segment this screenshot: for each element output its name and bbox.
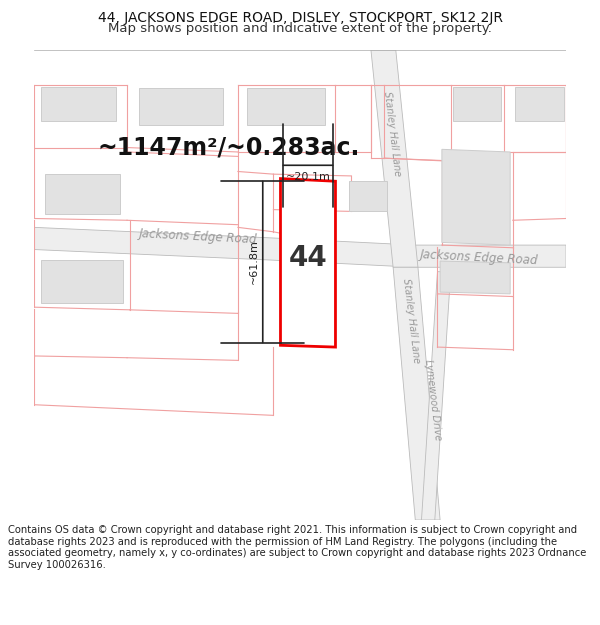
Text: Contains OS data © Crown copyright and database right 2021. This information is : Contains OS data © Crown copyright and d… [8,525,586,570]
Polygon shape [41,260,122,302]
Polygon shape [421,272,451,520]
Text: Jacksons Edge Road: Jacksons Edge Road [420,248,538,267]
Polygon shape [34,228,566,268]
Text: Jacksons Edge Road: Jacksons Edge Road [139,227,257,246]
Text: 44: 44 [289,244,328,272]
Polygon shape [349,181,387,211]
Polygon shape [247,88,325,126]
Polygon shape [393,268,440,520]
Text: Lymewood Drive: Lymewood Drive [423,359,443,441]
Polygon shape [440,261,510,294]
Text: Map shows position and indicative extent of the property.: Map shows position and indicative extent… [108,22,492,35]
Polygon shape [41,88,116,121]
Text: ~20.1m: ~20.1m [286,172,331,182]
Polygon shape [371,50,418,268]
Text: ~1147m²/~0.283ac.: ~1147m²/~0.283ac. [98,136,360,159]
Text: Stanley Hall Lane: Stanley Hall Lane [382,91,403,178]
Text: ~61.8m: ~61.8m [249,239,259,284]
Polygon shape [452,88,502,121]
Polygon shape [44,174,120,214]
Text: 44, JACKSONS EDGE ROAD, DISLEY, STOCKPORT, SK12 2JR: 44, JACKSONS EDGE ROAD, DISLEY, STOCKPOR… [97,11,503,25]
Polygon shape [442,149,510,245]
Polygon shape [515,88,564,121]
Polygon shape [280,179,335,347]
Polygon shape [139,88,223,126]
Text: Stanley Hall Lane: Stanley Hall Lane [401,278,421,364]
